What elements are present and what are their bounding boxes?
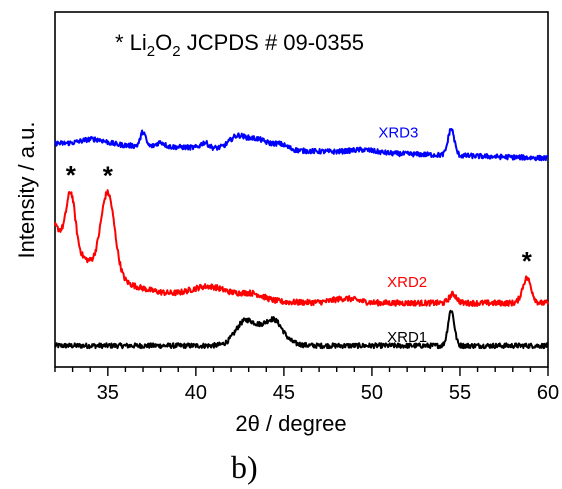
series-line-xrd3 bbox=[54, 127, 549, 162]
phase-annotation: * Li2O2 JCPDS # 09-0355 bbox=[115, 30, 364, 60]
x-axis: 35 40 45 50 55 60 bbox=[54, 367, 559, 404]
peak-asterisk: * bbox=[522, 246, 533, 276]
x-tick-label: 50 bbox=[361, 382, 383, 404]
series-line-xrd1 bbox=[54, 309, 549, 350]
peak-markers: * * * bbox=[66, 160, 533, 276]
x-tick-label: 55 bbox=[449, 382, 471, 404]
series-label-xrd2: XRD2 bbox=[387, 274, 427, 291]
series-label-xrd1: XRD1 bbox=[387, 329, 427, 346]
series-label-xrd3: XRD3 bbox=[378, 125, 418, 142]
y-axis-label: Intensity / a.u. bbox=[14, 122, 39, 259]
plot-frame bbox=[54, 11, 549, 368]
series-layer: XRD1 XRD2 XRD3 bbox=[54, 125, 549, 350]
x-tick-label: 45 bbox=[273, 382, 295, 404]
x-tick-label: 40 bbox=[185, 382, 207, 404]
x-axis-label: 2θ / degree bbox=[235, 411, 346, 436]
peak-asterisk: * bbox=[103, 161, 114, 191]
x-tick-label: 60 bbox=[537, 382, 559, 404]
peak-asterisk: * bbox=[66, 160, 77, 190]
series-line-xrd2 bbox=[54, 189, 549, 307]
x-tick-label: 35 bbox=[97, 382, 119, 404]
panel-label: b) bbox=[231, 449, 258, 485]
